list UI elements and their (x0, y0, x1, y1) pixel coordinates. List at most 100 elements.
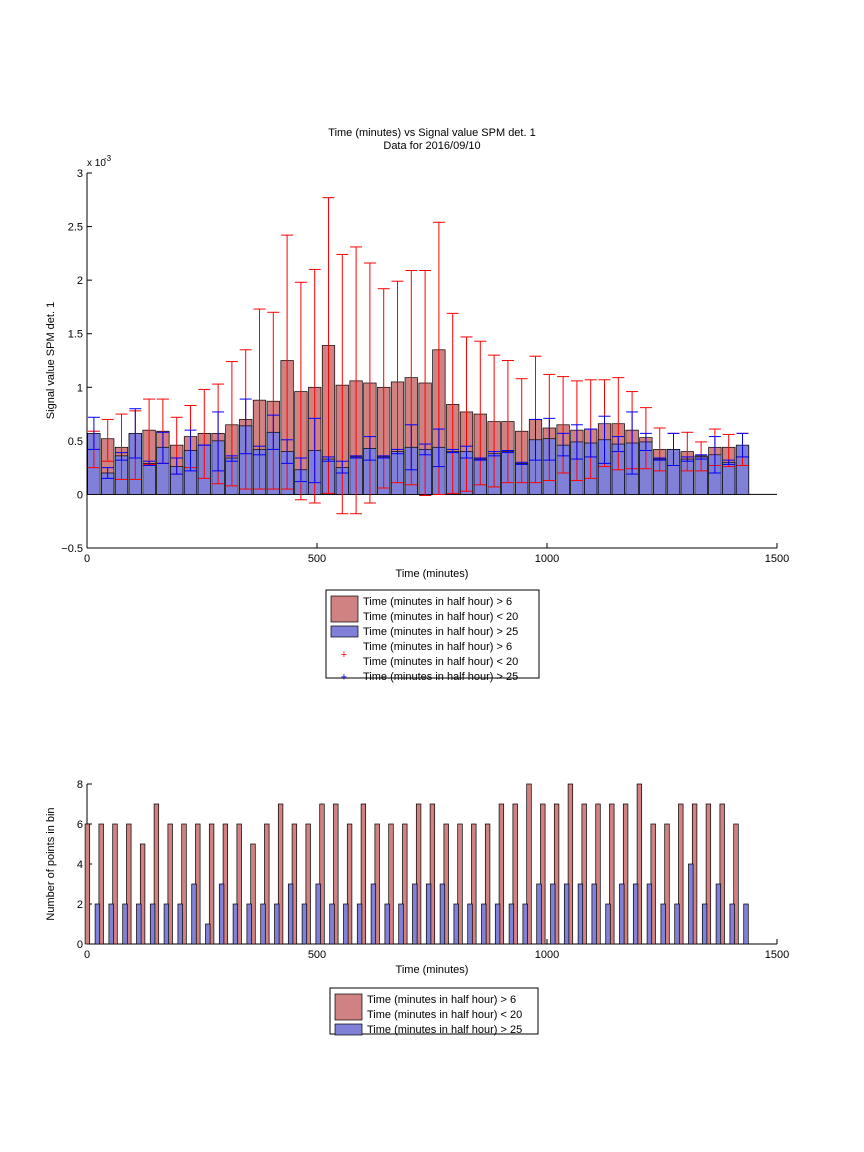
count-bar-series2 (577, 883, 584, 945)
count-bar-series2 (136, 903, 142, 945)
count-bar-series2 (522, 903, 528, 945)
count-bar-series2 (177, 903, 183, 945)
count-bar-series2 (191, 883, 197, 945)
legend-label: Time (minutes in half hour) > 6 (363, 596, 512, 608)
count-bar-series1 (498, 803, 505, 945)
count-bar-series2 (674, 903, 680, 945)
count-bar-series1 (719, 803, 725, 945)
y-tick-label: 1.5 (68, 329, 83, 341)
count-bar-series2 (398, 903, 404, 945)
count-bar-series1 (415, 803, 422, 945)
count-bar-series1 (678, 803, 684, 945)
count-bar-series1 (705, 803, 712, 945)
legend-swatch (334, 993, 363, 1021)
count-bar-series1 (333, 803, 339, 945)
count-bar-series2 (715, 883, 722, 945)
count-bar-series1 (664, 823, 670, 945)
count-bar-series2 (439, 883, 446, 945)
count-bar-series1 (360, 803, 367, 945)
y-exponent: -3 (104, 154, 112, 163)
x-tick-label: 1500 (765, 553, 789, 565)
count-bar-series2 (246, 903, 252, 945)
count-bar-series2 (205, 923, 211, 945)
count-bar-series1 (181, 823, 187, 945)
legend-label: Time (minutes in half hour) > 6 (367, 994, 516, 1006)
count-bar-series2 (563, 883, 570, 945)
count-bar-series1 (153, 803, 160, 945)
legend-box (325, 589, 540, 679)
count-bar-series2 (356, 903, 363, 945)
x-tick-label: 1500 (765, 949, 789, 961)
count-bar-series1 (636, 783, 643, 945)
count-bar-series1 (402, 823, 408, 945)
count-bar-series2 (729, 903, 735, 945)
count-bar-series1 (264, 823, 270, 945)
count-bar-series2 (632, 883, 639, 945)
count-bar-series1 (581, 803, 587, 945)
count-bar-series1 (236, 823, 242, 945)
count-bar-series2 (274, 903, 280, 945)
count-bar-series1 (429, 803, 436, 945)
count-bar-series1 (484, 823, 491, 945)
count-bar-series1 (471, 823, 477, 945)
y-axis-label: Number of points in bin (45, 807, 57, 920)
count-bar-series2 (494, 903, 501, 945)
count-bar-series1 (167, 823, 173, 945)
x-tick-label: 0 (84, 553, 90, 565)
count-bar-series2 (301, 903, 308, 945)
chart-subtitle: Data for 2016/09/10 (383, 140, 480, 152)
count-bar-series1 (622, 803, 629, 945)
count-bar-series1 (319, 803, 325, 945)
legend-label: Time (minutes in half hour) < 20 (363, 611, 518, 623)
count-bar-series2 (660, 903, 666, 945)
legend-marker: + (341, 672, 347, 684)
count-axes: 0 500 1000 1500 0 2 4 6 8 Time (minutes) Number of… (45, 779, 789, 976)
y-tick-label: 1 (77, 382, 83, 394)
x-tick-label: 500 (308, 949, 326, 961)
y-tick-label: 6 (77, 819, 83, 831)
count-bar-series2 (605, 903, 611, 945)
count-bar-series1 (457, 823, 463, 945)
count-bar-series1 (609, 803, 615, 945)
count-bar-series2 (122, 903, 128, 945)
count-bar-series1 (567, 783, 574, 945)
legend-swatch (330, 625, 359, 638)
y-axis-label: Signal value SPM det. 1 (45, 302, 57, 419)
count-bar-series2 (481, 903, 487, 945)
count-bar-series2 (646, 883, 653, 945)
count-bar-series2 (260, 903, 266, 945)
y-tick-label: 4 (77, 859, 83, 871)
count-bar-series2 (287, 883, 294, 945)
x-tick-label: 0 (84, 949, 90, 961)
count-bar-series2 (149, 903, 156, 945)
x-axis-label: Time (minutes) (396, 964, 469, 976)
legend-swatch (330, 595, 359, 623)
count-bar-series2 (508, 903, 515, 945)
count-bar-series1 (526, 783, 532, 945)
count-bar-series1 (595, 803, 601, 945)
count-bar-series1 (553, 803, 560, 945)
count-bar-series1 (208, 823, 215, 945)
count-bar-series2 (232, 903, 239, 945)
count-bar-series2 (425, 883, 432, 945)
count-bar-series1 (277, 803, 284, 945)
y-tick-label: 0.5 (68, 436, 83, 448)
x-tick-label: 500 (308, 553, 326, 565)
x-axis-label: Time (minutes) (396, 568, 469, 580)
count-bar-series2 (218, 883, 225, 945)
count-bar-series2 (550, 883, 556, 945)
count-bar-series1 (346, 823, 353, 945)
count-bar-series2 (412, 883, 418, 945)
count-bar-series2 (688, 863, 694, 945)
bar-series2 (722, 461, 736, 495)
x-tick-label: 1000 (535, 553, 559, 565)
count-bar-series1 (112, 823, 118, 945)
y-tick-label: 3 (77, 168, 83, 180)
legend-label: Time (minutes in half hour) > 25 (367, 1024, 522, 1036)
x-tick-label: 1000 (535, 949, 559, 961)
legend-label: Time (minutes in half hour) > 25 (363, 671, 518, 683)
y-tick-label: 2 (77, 899, 83, 911)
count-bar-series1 (250, 843, 256, 945)
count-bar-series2 (343, 903, 349, 945)
y-tick-label: 0 (77, 939, 83, 951)
